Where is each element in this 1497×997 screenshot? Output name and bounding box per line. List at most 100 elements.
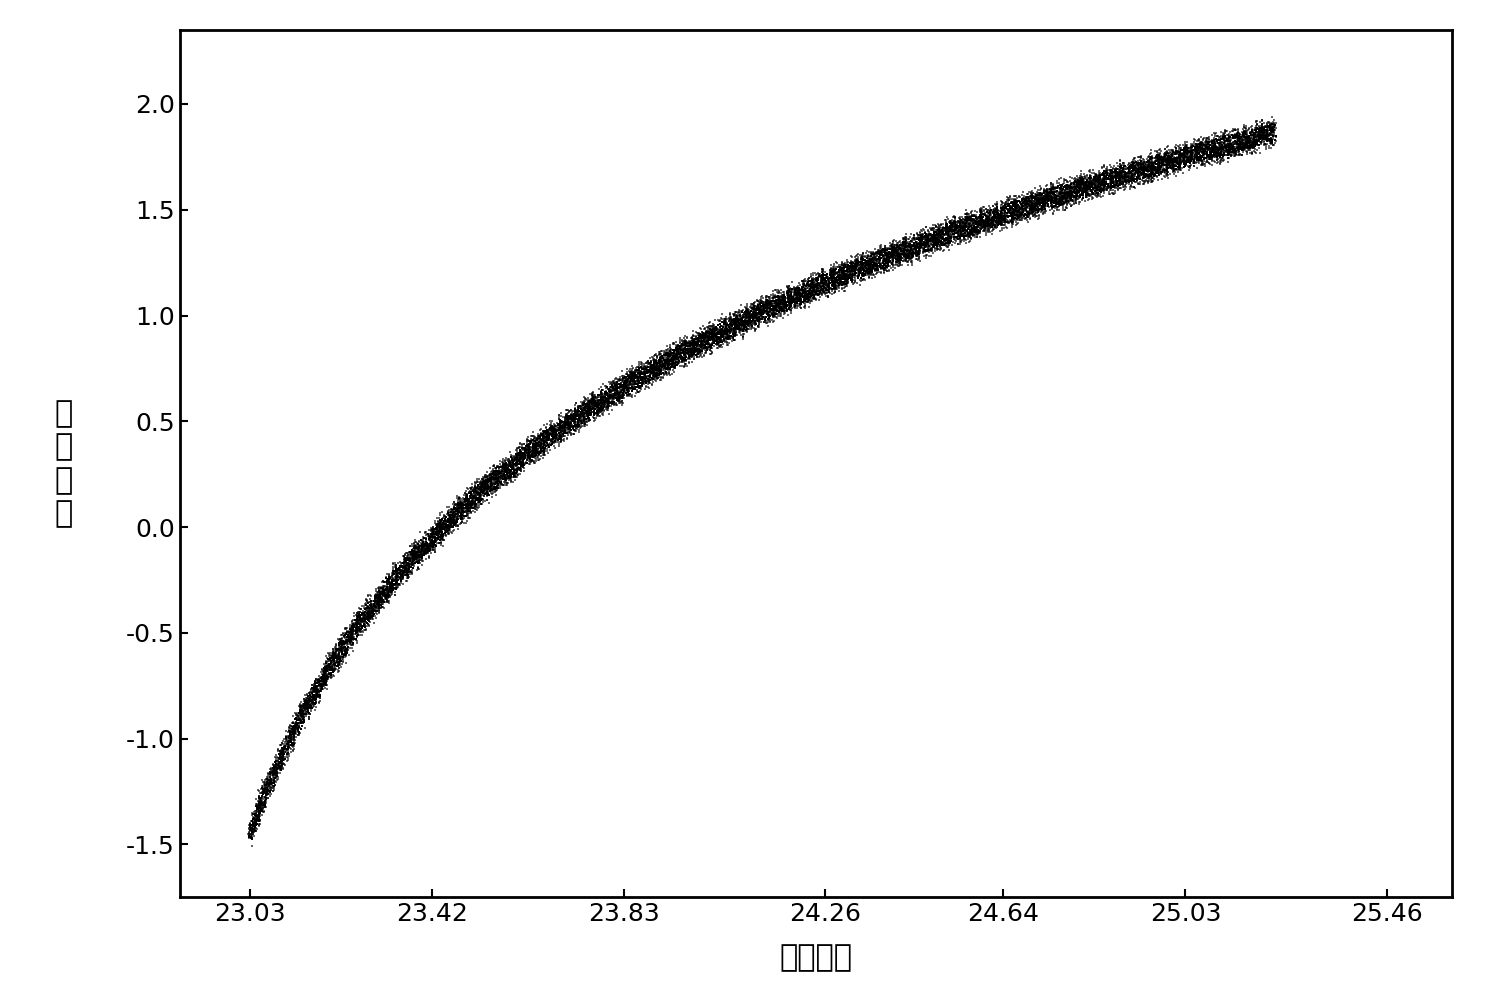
Point bbox=[714, 322, 738, 338]
Point bbox=[1058, 189, 1082, 205]
Point bbox=[510, 459, 534, 475]
Point bbox=[864, 249, 888, 265]
Point bbox=[240, 824, 263, 839]
Point bbox=[708, 338, 732, 354]
Point bbox=[1048, 190, 1072, 206]
Point bbox=[936, 228, 960, 244]
Point bbox=[817, 280, 841, 296]
Point bbox=[1087, 179, 1111, 195]
Point bbox=[1147, 157, 1171, 172]
Point bbox=[681, 341, 705, 357]
Point bbox=[391, 565, 415, 581]
Point bbox=[1213, 134, 1237, 150]
Point bbox=[1105, 166, 1129, 181]
Point bbox=[397, 549, 421, 565]
Point bbox=[1046, 194, 1070, 210]
Point bbox=[680, 337, 704, 353]
Point bbox=[442, 515, 466, 531]
Point bbox=[1217, 126, 1241, 142]
Point bbox=[518, 442, 542, 458]
Point bbox=[946, 219, 970, 235]
Point bbox=[765, 308, 789, 324]
Point bbox=[1031, 192, 1055, 208]
Point bbox=[439, 518, 463, 534]
Point bbox=[1106, 176, 1130, 192]
Point bbox=[440, 506, 464, 522]
Point bbox=[340, 626, 364, 642]
Point bbox=[1094, 159, 1118, 174]
Point bbox=[1019, 185, 1043, 201]
Point bbox=[552, 433, 576, 449]
Point bbox=[1256, 122, 1280, 138]
Point bbox=[1180, 145, 1204, 161]
Point bbox=[557, 420, 581, 436]
Point bbox=[946, 224, 970, 240]
Point bbox=[1079, 183, 1103, 199]
Point bbox=[743, 298, 766, 314]
Point bbox=[754, 297, 778, 313]
Point bbox=[802, 286, 826, 302]
Point bbox=[268, 750, 292, 766]
Point bbox=[981, 216, 1004, 232]
Point bbox=[1039, 178, 1063, 194]
Point bbox=[1145, 157, 1169, 172]
Point bbox=[548, 429, 572, 445]
Point bbox=[419, 527, 443, 543]
Point bbox=[1126, 170, 1150, 186]
Point bbox=[769, 295, 793, 311]
Point bbox=[1132, 158, 1156, 173]
Point bbox=[647, 346, 671, 362]
Point bbox=[1254, 127, 1278, 143]
Point bbox=[1075, 170, 1099, 186]
Point bbox=[582, 397, 606, 413]
Point bbox=[614, 379, 638, 395]
Point bbox=[1148, 155, 1172, 170]
Point bbox=[840, 262, 864, 278]
Point bbox=[675, 358, 699, 374]
Point bbox=[876, 257, 900, 273]
Point bbox=[524, 439, 548, 455]
Point bbox=[647, 354, 671, 370]
Point bbox=[726, 311, 750, 327]
Point bbox=[485, 479, 509, 495]
Point bbox=[930, 217, 954, 233]
Point bbox=[945, 230, 969, 246]
Point bbox=[737, 313, 760, 329]
Point bbox=[531, 440, 555, 456]
Point bbox=[734, 309, 757, 325]
Point bbox=[602, 387, 626, 403]
Point bbox=[358, 604, 382, 620]
Point bbox=[353, 617, 377, 633]
Point bbox=[939, 222, 963, 238]
Point bbox=[802, 287, 826, 303]
Point bbox=[1076, 178, 1100, 194]
Point bbox=[666, 355, 690, 371]
Point bbox=[939, 215, 963, 231]
Point bbox=[645, 360, 669, 376]
Point bbox=[490, 476, 513, 492]
Point bbox=[1210, 137, 1234, 153]
Point bbox=[370, 599, 394, 615]
Point bbox=[969, 223, 993, 239]
Point bbox=[916, 232, 940, 248]
Point bbox=[1220, 144, 1244, 160]
Point bbox=[1216, 137, 1240, 153]
Point bbox=[1040, 191, 1064, 207]
Point bbox=[253, 780, 277, 796]
Point bbox=[931, 229, 955, 245]
Point bbox=[594, 397, 618, 413]
Point bbox=[534, 425, 558, 441]
Point bbox=[317, 659, 341, 675]
Point bbox=[825, 272, 849, 288]
Point bbox=[993, 202, 1016, 218]
Point bbox=[1220, 148, 1244, 164]
Point bbox=[1046, 188, 1070, 204]
Point bbox=[1127, 161, 1151, 176]
Point bbox=[442, 509, 466, 525]
Point bbox=[358, 610, 382, 626]
Point bbox=[554, 416, 578, 432]
Point bbox=[395, 547, 419, 563]
Point bbox=[323, 640, 347, 656]
Point bbox=[292, 702, 316, 718]
Point bbox=[1058, 190, 1082, 206]
